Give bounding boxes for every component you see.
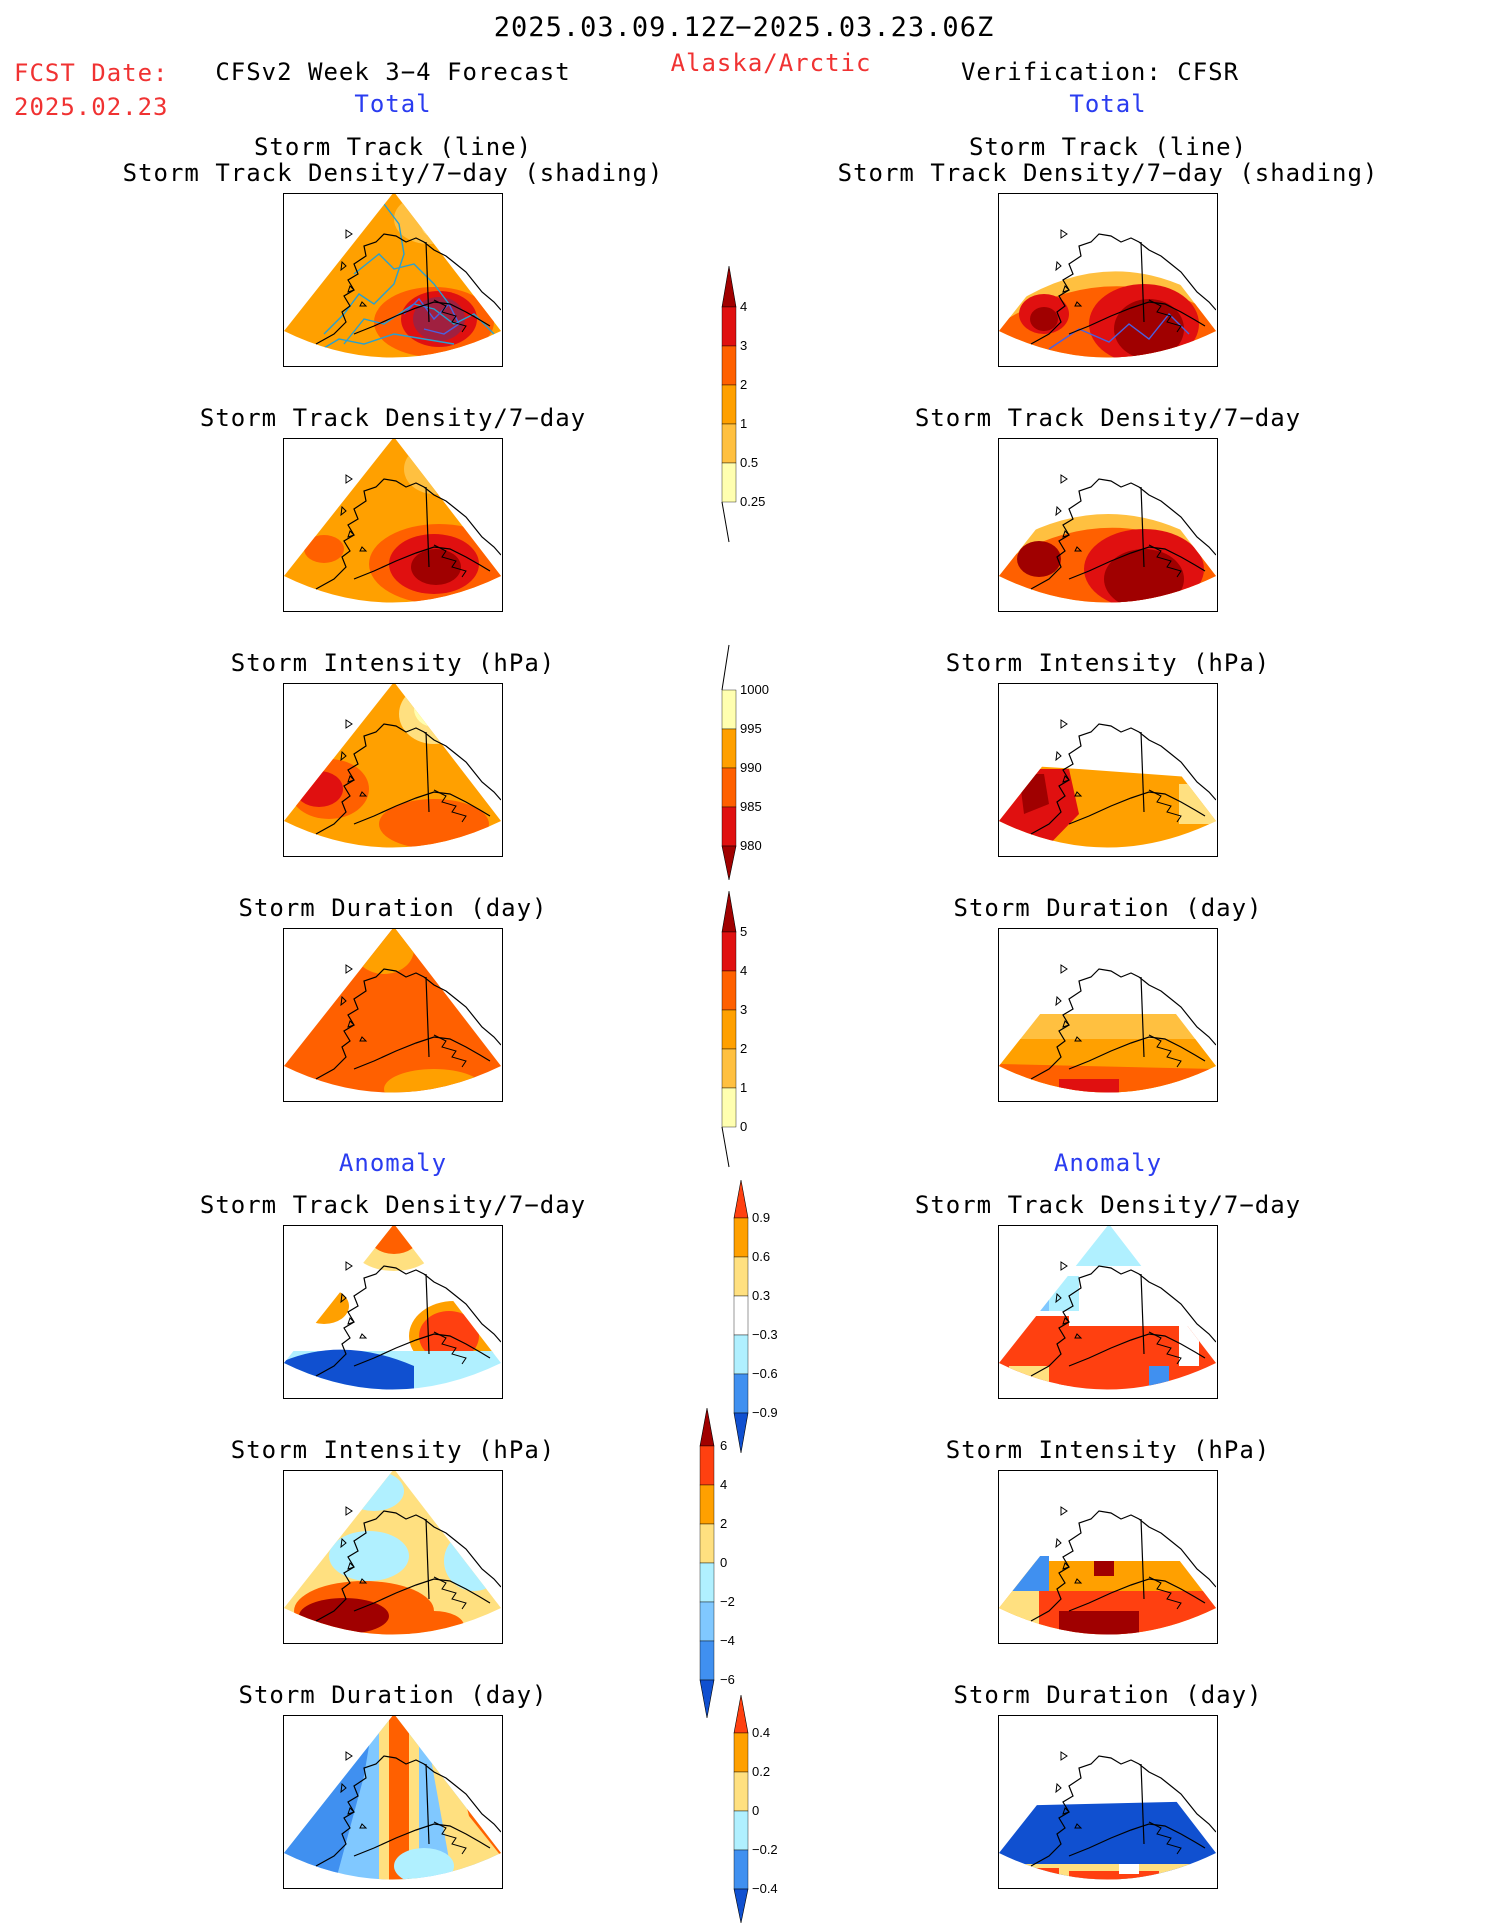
cbar-intensity-anom-tick: −2 [720,1594,735,1609]
title-anom-duration-left: Storm Duration (day) [238,1681,548,1709]
colorbar-intensity-total: 1000 995 990 985 980 [714,644,794,889]
map-verification-density-anomaly [998,1225,1218,1399]
fcst-date-label: FCST Date: [14,59,169,87]
cbar-density-anom-tick: −0.6 [752,1366,778,1381]
title-track-shading-right: Storm Track Density/7−day (shading) [837,159,1379,187]
cbar-duration-total-tick: 2 [740,1041,747,1056]
cbar-density-anom-tick: 0.9 [752,1210,770,1225]
cbar-duration-anom-tick: 0.4 [752,1725,770,1740]
colorbar-duration-total: 5 4 3 2 1 0 [714,887,794,1176]
model-title: CFSv2 Week 3−4 Forecast [215,58,571,86]
title-anom-intensity-right: Storm Intensity (hPa) [945,1436,1271,1464]
fcst-date-value: 2025.02.23 [14,93,169,121]
map-verification-duration-total [998,928,1218,1102]
anomaly-label-left: Anomaly [338,1149,448,1177]
cbar-intensity-anom-tick: −6 [720,1672,735,1687]
cbar-density-total-tick: 4 [740,299,747,314]
region-title: Alaska/Arctic [670,49,872,77]
cbar-intensity-anom-tick: 4 [720,1477,727,1492]
cbar-intensity-anom-tick: 0 [720,1555,727,1570]
cbar-density-anom-tick: 0.6 [752,1249,770,1264]
cbar-duration-anom-tick: 0 [752,1803,759,1818]
title-intensity-right: Storm Intensity (hPa) [945,649,1271,677]
cbar-intensity-total-tick: 990 [740,760,762,775]
cbar-intensity-anom-tick: 2 [720,1516,727,1531]
anomaly-label-right: Anomaly [1053,1149,1163,1177]
map-forecast-density-total [283,438,503,612]
cbar-density-total-tick: 2 [740,377,747,392]
map-forecast-track-total [283,193,503,367]
total-label-left: Total [354,90,432,118]
cbar-duration-anom-tick: 0.2 [752,1764,770,1779]
cbar-density-total-tick: 1 [740,416,747,431]
title-track-shading-left: Storm Track Density/7−day (shading) [122,159,664,187]
map-forecast-intensity-total [283,683,503,857]
colorbar-duration-anomaly: 0.4 0.2 0 −0.2 −0.4 [726,1693,806,1929]
cbar-intensity-anom-tick: −4 [720,1633,735,1648]
cbar-intensity-total-tick: 985 [740,799,762,814]
cbar-intensity-total-tick: 995 [740,721,762,736]
map-verification-intensity-total [998,683,1218,857]
title-anom-duration-right: Storm Duration (day) [953,1681,1263,1709]
title-anom-density-right: Storm Track Density/7−day [914,1191,1302,1219]
colorbar-density-anomaly: 0.9 0.6 0.3 −0.3 −0.6 −0.9 [726,1178,806,1467]
title-anom-intensity-left: Storm Intensity (hPa) [230,1436,556,1464]
cbar-duration-total-tick: 4 [740,963,747,978]
title-duration-left: Storm Duration (day) [238,894,548,922]
total-label-right: Total [1069,90,1147,118]
colorbar-density-total: 4 3 2 1 0.5 0.25 [714,262,794,551]
cbar-duration-total-tick: 0 [740,1119,747,1134]
map-forecast-intensity-anomaly [283,1470,503,1644]
cbar-duration-anom-tick: −0.4 [752,1881,778,1896]
cbar-intensity-total-tick: 980 [740,838,762,853]
title-density-left: Storm Track Density/7−day [199,404,587,432]
title-track-line-left: Storm Track (line) [253,133,533,161]
map-verification-density-total [998,438,1218,612]
colorbar-intensity-anomaly: 6 4 2 0 −2 −4 −6 [692,1406,772,1730]
cbar-intensity-anom-tick: 6 [720,1438,727,1453]
cbar-duration-anom-tick: −0.2 [752,1842,778,1857]
title-anom-density-left: Storm Track Density/7−day [199,1191,587,1219]
cbar-duration-total-tick: 3 [740,1002,747,1017]
cbar-density-anom-tick: −0.3 [752,1327,778,1342]
verification-title: Verification: CFSR [960,58,1240,86]
cbar-density-total-tick: 0.5 [740,455,758,470]
map-verification-duration-anomaly [998,1715,1218,1889]
cbar-intensity-total-tick: 1000 [740,682,769,697]
valid-period: 2025.03.09.12Z−2025.03.23.06Z [493,12,995,43]
title-intensity-left: Storm Intensity (hPa) [230,649,556,677]
map-forecast-duration-anomaly [283,1715,503,1889]
map-forecast-duration-total [283,928,503,1102]
cbar-density-total-tick: 0.25 [740,494,765,509]
title-density-right: Storm Track Density/7−day [914,404,1302,432]
map-verification-track-total [998,193,1218,367]
map-verification-intensity-anomaly [998,1470,1218,1644]
cbar-density-anom-tick: −0.9 [752,1405,778,1420]
cbar-duration-total-tick: 1 [740,1080,747,1095]
cbar-density-total-tick: 3 [740,338,747,353]
map-forecast-density-anomaly [283,1225,503,1399]
title-track-line-right: Storm Track (line) [968,133,1248,161]
title-duration-right: Storm Duration (day) [953,894,1263,922]
cbar-duration-total-tick: 5 [740,924,747,939]
cbar-density-anom-tick: 0.3 [752,1288,770,1303]
